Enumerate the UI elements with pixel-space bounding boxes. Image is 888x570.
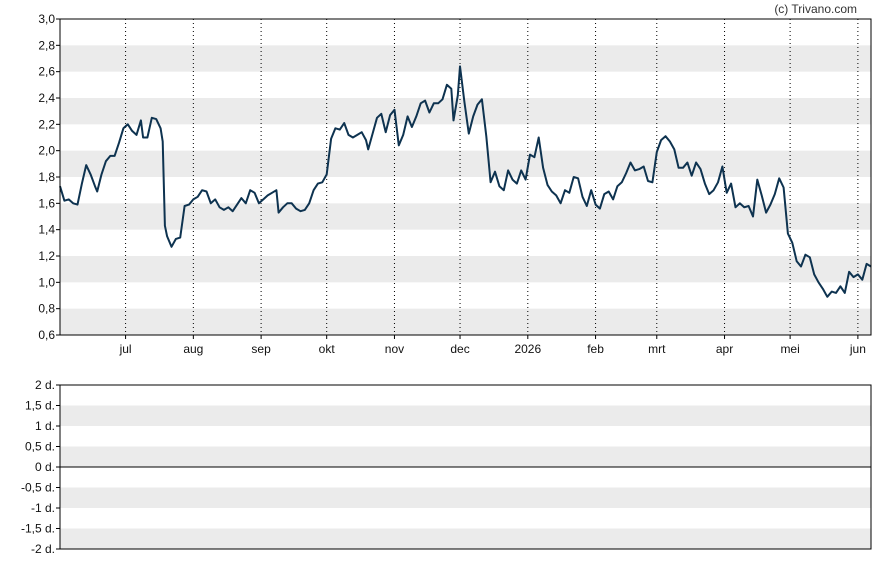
main-chart-series xyxy=(59,65,872,298)
y-tick-label: 2,0 xyxy=(38,144,55,158)
sub-y-tick-label: 2 d. xyxy=(35,378,55,392)
main-band xyxy=(60,256,871,283)
y-tick-label: 3,0 xyxy=(38,12,55,26)
x-tick-label: dec xyxy=(450,342,469,356)
price-line xyxy=(59,65,872,298)
x-tick-label: sep xyxy=(251,342,271,356)
y-tick-label: 1,0 xyxy=(38,275,55,289)
x-tick-label: jun xyxy=(849,342,866,356)
sub-y-tick-label: -0,5 d. xyxy=(21,481,55,495)
main-chart-bands xyxy=(60,45,871,335)
main-band xyxy=(60,45,871,72)
sub-y-tick-label: -2 d. xyxy=(31,542,55,556)
y-tick-label: 2,4 xyxy=(38,91,55,105)
sub-chart-y-ticks: 2 d. 1,5 d. 1 d. 0,5 d. 0 d. -0,5 d. -1 d. -1,5… xyxy=(21,378,60,556)
main-band xyxy=(60,150,871,177)
x-tick-label: aug xyxy=(183,342,203,356)
sub-y-tick-label: 1,5 d. xyxy=(25,399,55,413)
sub-band xyxy=(60,405,871,426)
sub-chart-bands xyxy=(60,405,871,549)
x-tick-label: nov xyxy=(385,342,404,356)
sub-y-tick-label: 1 d. xyxy=(35,419,55,433)
x-tick-label: 2026 xyxy=(514,342,541,356)
sub-band xyxy=(60,528,871,549)
x-tick-label: mrt xyxy=(648,342,666,356)
sub-y-tick-label: 0,5 d. xyxy=(25,440,55,454)
sub-y-tick-label: 0 d. xyxy=(35,460,55,474)
copyright-label: (c) Trivano.com xyxy=(774,2,857,16)
y-tick-label: 0,6 xyxy=(38,328,55,342)
x-tick-label: apr xyxy=(716,342,733,356)
sub-band xyxy=(60,487,871,508)
x-tick-label: jul xyxy=(119,342,132,356)
y-tick-label: 2,2 xyxy=(38,117,55,131)
y-tick-label: 1,2 xyxy=(38,249,55,263)
x-tick-label: okt xyxy=(319,342,336,356)
sub-band xyxy=(60,446,871,467)
x-tick-label: mei xyxy=(780,342,799,356)
y-tick-label: 0,8 xyxy=(38,302,55,316)
y-tick-label: 1,4 xyxy=(38,223,55,237)
y-tick-label: 1,6 xyxy=(38,196,55,210)
x-tick-label: feb xyxy=(587,342,604,356)
y-tick-label: 1,8 xyxy=(38,170,55,184)
main-chart-x-ticks: jul aug sep okt nov dec 2026 feb mrt apr mei jun xyxy=(119,335,866,356)
y-tick-label: 2,6 xyxy=(38,65,55,79)
sub-y-tick-label: -1,5 d. xyxy=(21,522,55,536)
sub-y-tick-label: -1 d. xyxy=(31,501,55,515)
main-band xyxy=(60,308,871,335)
main-chart-y-ticks: 3,0 2,8 2,6 2,4 2,2 2,0 1,8 1,6 1,4 1,2 1,0 0,8 0,6 xyxy=(38,12,60,342)
y-tick-label: 2,8 xyxy=(38,38,55,52)
